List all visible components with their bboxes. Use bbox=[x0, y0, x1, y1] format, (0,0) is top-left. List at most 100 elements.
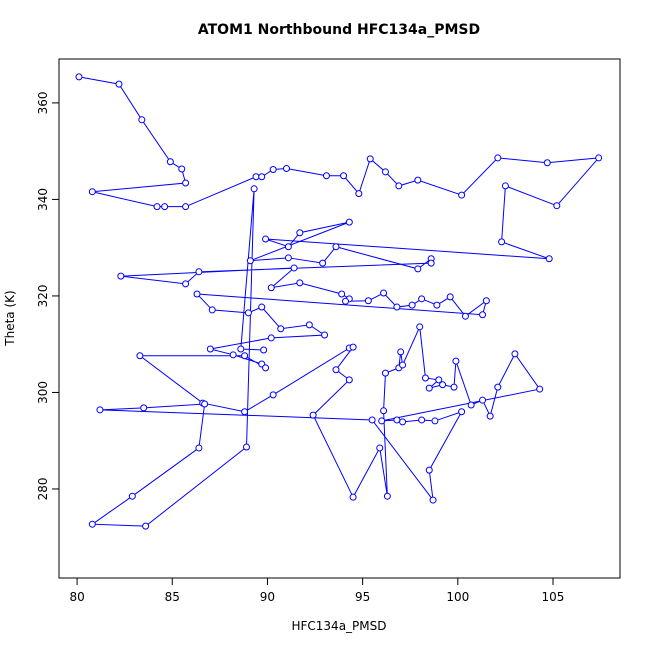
data-point bbox=[229, 351, 237, 359]
data-point bbox=[140, 404, 148, 412]
data-point bbox=[244, 309, 252, 317]
data-point bbox=[258, 173, 266, 181]
data-point bbox=[182, 203, 190, 211]
y-tick-label: 320 bbox=[36, 284, 50, 307]
data-point bbox=[182, 280, 190, 288]
y-axis-label: Theta (K) bbox=[3, 290, 17, 346]
data-point bbox=[250, 185, 258, 193]
data-point bbox=[246, 257, 254, 265]
data-point bbox=[355, 190, 363, 198]
data-point bbox=[425, 466, 433, 474]
data-point bbox=[332, 243, 340, 251]
data-point bbox=[269, 391, 277, 399]
data-point bbox=[393, 303, 401, 311]
data-point bbox=[378, 417, 386, 425]
data-point bbox=[380, 407, 388, 415]
data-point bbox=[418, 295, 426, 303]
data-point bbox=[416, 323, 424, 331]
data-point bbox=[414, 176, 422, 184]
data-point bbox=[195, 268, 203, 276]
data-point bbox=[545, 255, 553, 263]
chart-title: ATOM1 Northbound HFC134a_PMSD bbox=[198, 22, 480, 38]
data-point bbox=[277, 325, 285, 333]
data-point bbox=[494, 154, 502, 162]
data-point bbox=[399, 361, 407, 369]
data-point bbox=[458, 408, 466, 416]
data-point bbox=[75, 73, 83, 81]
data-point bbox=[309, 411, 317, 419]
data-point bbox=[381, 168, 389, 176]
data-point bbox=[241, 408, 249, 416]
data-point bbox=[435, 376, 443, 384]
data-point bbox=[439, 381, 447, 389]
data-point bbox=[166, 158, 174, 166]
x-tick-label: 80 bbox=[69, 590, 84, 604]
data-point bbox=[433, 301, 441, 309]
data-point bbox=[262, 235, 270, 243]
data-point bbox=[380, 289, 388, 297]
data-point bbox=[138, 116, 146, 124]
data-point bbox=[284, 254, 292, 262]
data-point bbox=[243, 443, 251, 451]
x-axis-label: HFC134a_PMSD bbox=[291, 619, 386, 633]
data-point bbox=[553, 202, 561, 210]
data-point bbox=[381, 369, 389, 377]
data-point bbox=[267, 284, 275, 292]
y-tick-label: 280 bbox=[36, 478, 50, 501]
data-point bbox=[458, 191, 466, 199]
data-point bbox=[282, 165, 290, 173]
data-point bbox=[322, 172, 330, 180]
data-point bbox=[340, 172, 348, 180]
data-point bbox=[467, 401, 475, 409]
data-point bbox=[237, 345, 245, 353]
y-tick-label: 340 bbox=[36, 188, 50, 211]
data-point bbox=[206, 345, 214, 353]
data-point bbox=[290, 264, 298, 272]
data-point bbox=[425, 384, 433, 392]
data-point bbox=[397, 348, 405, 356]
data-point bbox=[117, 272, 125, 280]
data-point bbox=[486, 412, 494, 420]
x-tick-label: 100 bbox=[446, 590, 469, 604]
data-point bbox=[511, 350, 519, 358]
y-tick-label: 360 bbox=[36, 91, 50, 114]
data-point bbox=[395, 182, 403, 190]
data-point bbox=[479, 396, 487, 404]
data-point bbox=[284, 243, 292, 251]
data-point bbox=[296, 279, 304, 287]
x-tick-label: 85 bbox=[165, 590, 180, 604]
data-point bbox=[349, 343, 357, 351]
data-point bbox=[338, 290, 346, 298]
data-point bbox=[498, 238, 506, 246]
data-point bbox=[482, 297, 490, 305]
data-line bbox=[78, 76, 600, 527]
data-point bbox=[269, 166, 277, 174]
data-point bbox=[128, 492, 136, 500]
data-point bbox=[296, 229, 304, 237]
data-point bbox=[88, 188, 96, 196]
data-point bbox=[201, 400, 209, 408]
data-point bbox=[115, 80, 123, 88]
data-point bbox=[321, 331, 329, 339]
data-point bbox=[368, 416, 376, 424]
data-point bbox=[461, 312, 469, 320]
data-point bbox=[431, 417, 439, 425]
data-point bbox=[383, 492, 391, 500]
data-point bbox=[414, 265, 422, 273]
data-point bbox=[479, 311, 487, 319]
data-point bbox=[376, 444, 384, 452]
data-point bbox=[267, 334, 275, 342]
data-point bbox=[182, 179, 190, 187]
data-point bbox=[136, 352, 144, 360]
data-point bbox=[319, 259, 327, 267]
data-point bbox=[258, 303, 266, 311]
data-point bbox=[427, 259, 435, 267]
data-point bbox=[88, 520, 96, 528]
data-point bbox=[341, 297, 349, 305]
data-point bbox=[364, 297, 372, 305]
data-point bbox=[399, 418, 407, 426]
data-point bbox=[345, 218, 353, 226]
data-point bbox=[536, 385, 544, 393]
